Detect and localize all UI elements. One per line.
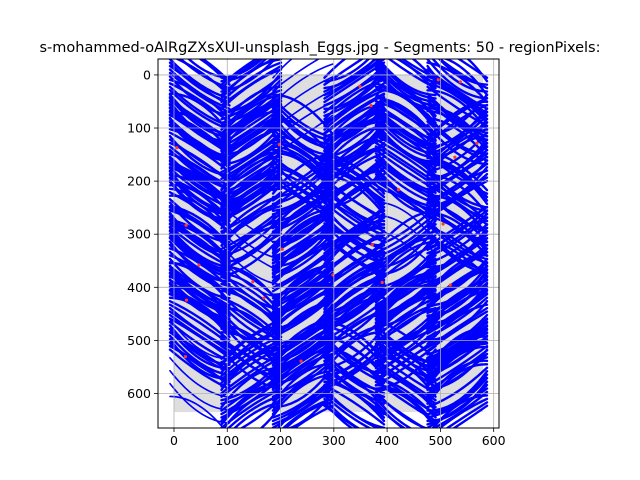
y-tick-label: 600 bbox=[127, 386, 151, 401]
segmented-image bbox=[168, 59, 489, 428]
x-tick-label: 600 bbox=[482, 433, 506, 448]
chart-title: s-mohammed-oAlRgZXsXUI-unsplash_Eggs.jpg… bbox=[39, 40, 600, 56]
y-tick-label: 0 bbox=[143, 67, 151, 82]
x-tick-label: 400 bbox=[375, 433, 399, 448]
boundary-marks bbox=[175, 78, 479, 363]
x-tick-label: 200 bbox=[269, 433, 293, 448]
y-axis: 0 100 200 300 400 500 600 bbox=[127, 67, 158, 401]
y-tick-label: 100 bbox=[127, 121, 151, 136]
y-tick-label: 200 bbox=[127, 174, 151, 189]
x-tick-label: 300 bbox=[322, 433, 346, 448]
y-tick-label: 400 bbox=[127, 280, 151, 295]
plot-area: 0 100 200 300 400 500 600 0 100 200 300 400 500 600 bbox=[127, 58, 506, 448]
x-tick-label: 100 bbox=[215, 433, 239, 448]
y-tick-label: 300 bbox=[127, 227, 151, 242]
y-tick-label: 500 bbox=[127, 333, 151, 348]
x-tick-label: 0 bbox=[170, 433, 178, 448]
x-tick-label: 500 bbox=[428, 433, 452, 448]
grid-lines bbox=[158, 59, 499, 428]
axes-frame bbox=[157, 58, 500, 429]
x-axis: 0 100 200 300 400 500 600 bbox=[170, 428, 506, 448]
